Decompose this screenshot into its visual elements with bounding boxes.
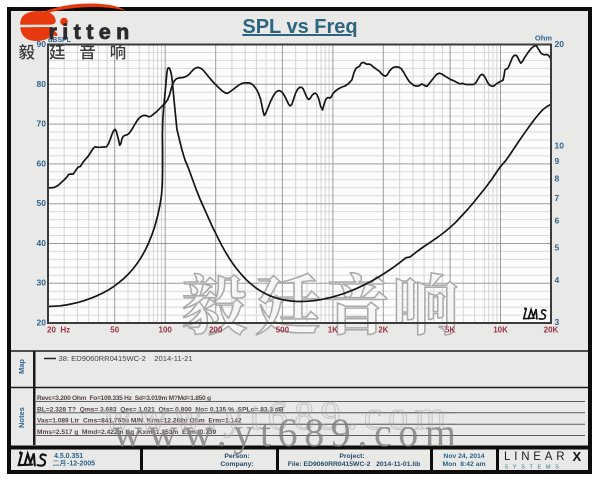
svg-text:10: 10 [555,141,565,151]
svg-text:Notes: Notes [17,407,26,428]
svg-text:6: 6 [555,216,560,226]
svg-text:7: 7 [555,193,560,203]
svg-text:500: 500 [276,326,290,335]
svg-text:20: 20 [555,39,565,49]
svg-text:Mon 8:42 am: Mon 8:42 am [442,461,485,468]
svg-text:X: X [573,449,582,464]
svg-text:1K: 1K [328,326,338,335]
svg-text:Revc=3.200 Ohm Fo=109.335 Hz: Revc=3.200 Ohm Fo=109.335 Hz Sd=3.019m M… [37,395,211,402]
svg-text:80: 80 [37,79,47,89]
svg-text:-12-2005: -12-2005 [67,461,95,468]
svg-text:5K: 5K [445,326,455,335]
svg-text:BL=2.328 T? Qms= 3.683 Qes=: BL=2.328 T? Qms= 3.683 Qes= 1.021 Qts= 0… [37,406,284,413]
svg-text:20 Hz: 20 Hz [47,326,70,335]
svg-text:3: 3 [555,317,560,327]
svg-text:50: 50 [110,326,119,335]
svg-text:File: ED9060RR0415WC-2 2014-: File: ED9060RR0415WC-2 2014-11-01.lib [288,461,421,468]
svg-text:20K: 20K [544,326,559,335]
svg-text:Map: Map [17,359,26,374]
svg-text:200: 200 [209,326,223,335]
svg-text:ritten: ritten [49,20,135,44]
svg-text:4: 4 [555,275,560,285]
svg-text:4.5.0.351: 4.5.0.351 [54,453,83,460]
svg-text:10K: 10K [493,326,508,335]
svg-text:Person:: Person: [224,453,249,460]
svg-text:60: 60 [37,158,47,168]
svg-text:www.yt689.com: www.yt689.com [103,393,446,438]
svg-text:90: 90 [37,39,47,49]
svg-text:Nov 24, 2014: Nov 24, 2014 [443,453,484,460]
svg-text:SPL vs Freq: SPL vs Freq [242,16,357,38]
svg-text:9: 9 [555,156,560,166]
svg-text:Company:: Company: [220,461,253,468]
svg-text:30: 30 [37,278,47,288]
svg-text:www.yt689.com: www.yt689.com [113,410,456,455]
svg-text:8: 8 [555,173,560,183]
svg-text:38: ED9060RR0415WC-2 2014-1: 38: ED9060RR0415WC-2 2014-11-21 [59,354,193,363]
svg-text:100: 100 [159,326,173,335]
svg-text:2K: 2K [378,326,388,335]
svg-text:70: 70 [37,119,47,129]
svg-text:50: 50 [37,198,47,208]
svg-text:SYSTEMS: SYSTEMS [505,465,564,471]
svg-text:LINEAR: LINEAR [504,451,568,463]
svg-text:20: 20 [37,318,47,328]
svg-text:Ohm: Ohm [535,34,552,43]
svg-text:5: 5 [555,242,560,252]
svg-text:dBSPL: dBSPL [48,37,72,44]
svg-text:40: 40 [37,238,47,248]
svg-text:Project:: Project: [339,453,364,460]
svg-text:Vas=1.089 Ltr Cms=841.760u M/: Vas=1.089 Ltr Cms=841.760u M/N Krm=12.26… [37,418,242,425]
svg-text:Mms=2.517 g Mmd=2.422m Kg Kx: Mms=2.517 g Mmd=2.422m Kg Kxm=1.153m Exm… [37,429,217,436]
